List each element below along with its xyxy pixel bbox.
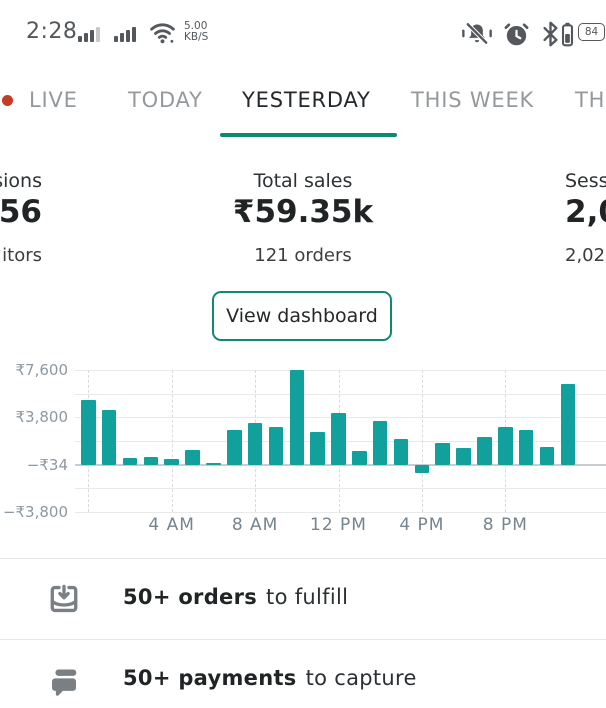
payments-rest: to capture <box>305 666 417 690</box>
y-axis-label: −₹34 <box>26 456 68 475</box>
x-axis-label: 4 AM <box>148 515 195 535</box>
x-axis-label: 4 PM <box>399 515 445 535</box>
sales-bar-2am <box>122 457 138 466</box>
orders-rest: to fulfill <box>266 585 349 609</box>
y-axis-label: ₹3,800 <box>15 408 69 427</box>
battery-percent: 84 <box>584 26 599 38</box>
clock-time: 2:28 <box>26 19 78 44</box>
sales-bar-11am <box>310 432 325 466</box>
divider <box>0 558 606 559</box>
chart-vertical-gridline <box>171 370 173 512</box>
stat-left-sub: itors <box>2 245 42 266</box>
sales-bar-6pm <box>456 447 471 466</box>
hourly-sales-chart[interactable]: ₹7,600 ₹3,800 −₹34 −₹3,800 4 AM 8 AM 12 PM 4 PM… <box>0 350 606 545</box>
x-axis-label: 8 PM <box>482 515 528 535</box>
y-axis-label: ₹7,600 <box>15 361 69 379</box>
sales-bar-5pm <box>435 443 451 466</box>
chart-vertical-gridline <box>421 370 423 512</box>
orders-count: 121 orders <box>254 245 352 266</box>
chart-gridline <box>75 488 606 490</box>
battery-icon: 84 <box>578 23 605 41</box>
bluetooth-icon <box>543 21 558 47</box>
stat-right-label: Sess <box>565 170 606 192</box>
y-axis-label: −₹3,800 <box>2 503 68 521</box>
view-dashboard-label: View dashboard <box>226 305 378 327</box>
orders-to-fulfill-text: 50+ orders to fulfill <box>123 585 348 609</box>
sales-bar-12am <box>81 399 96 466</box>
sales-bar-1pm <box>352 450 367 466</box>
payments-to-capture-text: 50+ payments to capture <box>123 666 417 690</box>
fulfill-orders-icon <box>50 584 78 613</box>
divider <box>0 639 606 640</box>
sales-bar-7am <box>226 430 242 466</box>
device-battery-icon <box>561 22 574 47</box>
sales-bar-2pm <box>372 421 388 466</box>
sales-bar-3pm <box>393 439 409 466</box>
active-tab-underline <box>220 133 397 137</box>
live-indicator-dot <box>2 95 13 106</box>
sales-bar-6am <box>206 462 221 466</box>
view-dashboard-button[interactable]: View dashboard <box>212 291 392 341</box>
sales-bar-9pm <box>518 430 534 466</box>
tab-thi[interactable]: THI <box>575 88 606 112</box>
tab-today[interactable]: TODAY <box>128 88 203 112</box>
capture-payments-icon <box>52 669 77 696</box>
sales-bar-9am <box>268 427 284 466</box>
sales-bar-1am <box>101 409 117 466</box>
payments-to-capture-row[interactable]: 50+ payments to capture <box>0 640 606 708</box>
chart-gridline <box>75 512 606 513</box>
orders-to-fulfill-row[interactable]: 50+ orders to fulfill <box>0 559 606 638</box>
tab-live[interactable]: LIVE <box>29 88 78 112</box>
tab-yesterday[interactable]: YESTERDAY <box>242 88 371 112</box>
sales-bar-10pm <box>539 446 555 466</box>
sales-bar-8am <box>247 422 263 466</box>
stat-right-value: 2,0 <box>565 194 606 230</box>
payments-count-bold: 50+ payments <box>123 666 297 690</box>
tab-bar: LIVE TODAY YESTERDAY THIS WEEK THI <box>0 75 606 140</box>
sales-bar-8pm <box>498 426 513 466</box>
sales-bar-4pm <box>414 465 430 473</box>
sales-bar-10am <box>289 370 305 466</box>
vibrate-mute-icon <box>462 22 492 45</box>
total-sales-label: Total sales <box>253 170 353 192</box>
stat-right-sub: 2,02 <box>565 245 606 266</box>
total-sales-value: ₹59.35k <box>232 194 374 230</box>
chart-plot-area <box>75 370 606 513</box>
x-axis-label: 12 PM <box>310 515 367 535</box>
sales-bar-7pm <box>477 437 492 466</box>
tab-this-week[interactable]: THIS WEEK <box>411 88 535 112</box>
orders-count-bold: 50+ orders <box>123 585 258 609</box>
sales-bar-4am <box>164 458 179 466</box>
cellular-signal-icon <box>78 26 100 42</box>
wifi-icon <box>150 23 175 44</box>
sales-bar-11pm <box>560 383 576 466</box>
x-axis-label: 8 AM <box>231 515 279 535</box>
alarm-clock-icon <box>504 23 529 46</box>
network-speed: 5.00 KB/S <box>184 20 209 43</box>
stat-left-value: 56 <box>0 194 42 230</box>
chart-gridline <box>75 393 606 395</box>
sales-bar-5am <box>185 450 200 466</box>
sales-bar-12pm <box>331 412 346 466</box>
sales-bar-3am <box>143 456 159 466</box>
chart-gridline <box>75 370 606 371</box>
cellular-signal-icon <box>114 26 136 42</box>
stat-left-label: sions <box>0 170 42 192</box>
